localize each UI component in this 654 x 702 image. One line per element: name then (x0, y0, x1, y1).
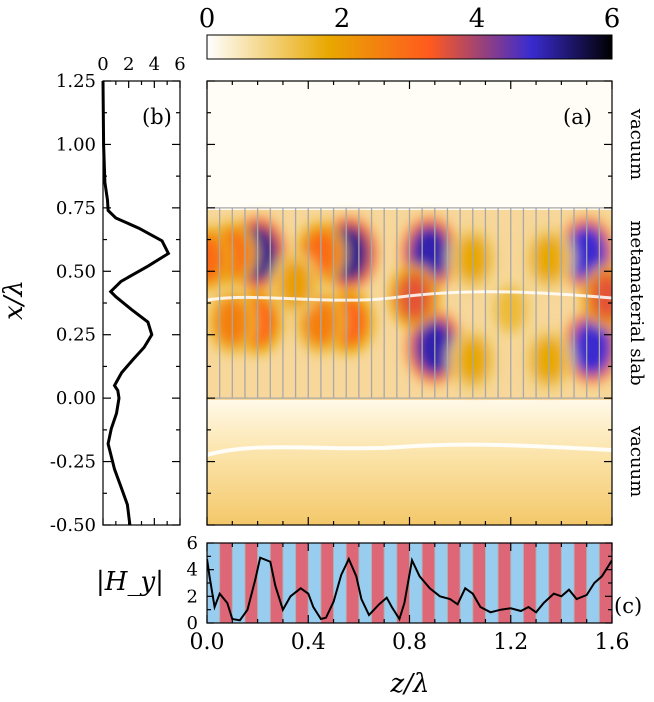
y-tick-label: 0.75 (56, 198, 96, 219)
region-labels: vacuum metamaterial slab vacuum (626, 108, 647, 497)
layer-stripe (270, 543, 284, 623)
layer-stripe (498, 543, 512, 623)
hotspot (571, 319, 612, 376)
hy-axis-title: |H_y| (96, 567, 164, 597)
layer-stripe (561, 543, 575, 623)
colorbar-tick-label: 2 (334, 4, 351, 34)
layer-stripe (257, 543, 271, 623)
layer-stripe (295, 543, 309, 623)
layer-stripe (384, 543, 398, 623)
layer-stripe (396, 543, 410, 623)
x-tick-label: 0.4 (291, 630, 326, 655)
layer-stripe (599, 543, 612, 623)
c-y-tick-label: 4 (187, 560, 198, 581)
layer-stripe (485, 543, 499, 623)
region-label: vacuum (626, 425, 647, 497)
b-tick-label: 2 (123, 54, 134, 75)
panel-c: 0 2 4 6 (c) |H_y| (96, 533, 642, 634)
layer-stripe (282, 543, 297, 623)
x-axis-title: z/λ (390, 669, 430, 699)
region-label: vacuum (626, 108, 647, 180)
b-tick-label: 6 (174, 54, 185, 75)
layer-stripe (232, 543, 246, 623)
b-tick-label: 4 (149, 54, 160, 75)
layer-stripe (422, 543, 436, 623)
hy-line (207, 556, 612, 622)
region-label: metamaterial slab (626, 220, 647, 385)
panel-a-ticks (206, 80, 613, 526)
layer-stripe (536, 543, 550, 623)
layer-stripe (333, 543, 347, 623)
x-tick-label: 1.6 (595, 630, 630, 655)
profile-line (101, 80, 171, 526)
y-tick-label: -0.25 (50, 452, 96, 473)
y-tick-label: 0.50 (56, 261, 96, 282)
nodal-line-middle (207, 290, 612, 302)
x-tick-label: 1.2 (493, 630, 528, 655)
layer-stripe (409, 543, 423, 623)
y-tick-labels: -0.50 -0.25 0.00 0.25 0.50 0.75 1.00 1.25 (50, 71, 96, 536)
colorbar: 0 2 4 6 (199, 4, 621, 60)
panel-c-ticks: 0 2 4 6 (187, 533, 613, 634)
layer-stripe (523, 543, 537, 623)
b-tick-label: 0 (97, 54, 108, 75)
panel-a-label: (a) (563, 105, 592, 129)
x-tick-labels: 0.0 0.4 0.8 1.2 1.6 (190, 630, 630, 655)
layer-stripe (472, 543, 486, 623)
slab-layer-grid (207, 207, 612, 399)
c-y-tick-label: 6 (187, 533, 198, 554)
y-tick-label: 1.25 (56, 71, 96, 92)
panel-b-frame (102, 80, 181, 526)
panel-a: (a) vacuum metamaterial slab vacuum (206, 80, 647, 526)
layer-stripe (574, 543, 588, 623)
lower-vacuum-field (207, 400, 612, 525)
colorbar-gradient (206, 34, 613, 60)
layer-stripe (320, 543, 335, 623)
colorbar-ticks: 0 2 4 6 (199, 4, 621, 34)
layer-stripe (358, 543, 373, 623)
panel-c-label: (c) (614, 594, 642, 618)
layer-stripes (207, 543, 612, 623)
c-y-tick-label: 2 (187, 586, 198, 607)
layer-stripe (434, 543, 448, 623)
panel-b-label: (b) (142, 105, 172, 129)
y-tick-label: -0.50 (50, 515, 96, 536)
nodal-line-lower (207, 442, 612, 457)
colorbar-tick-label: 6 (604, 4, 621, 34)
layer-stripe (510, 543, 524, 623)
c-y-tick-label: 0 (187, 613, 198, 634)
layer-stripe (219, 543, 233, 623)
x-tick-label: 0.8 (392, 630, 427, 655)
colorbar-tick-label: 0 (199, 4, 216, 34)
x-tick-label: 0.0 (190, 630, 225, 655)
layer-stripe (447, 543, 461, 623)
y-tick-label: 1.00 (56, 134, 96, 155)
y-tick-label: 0.00 (56, 388, 96, 409)
y-axis-title: x/λ (0, 280, 29, 320)
layer-stripe (460, 543, 474, 623)
y-tick-label: 0.25 (56, 325, 96, 346)
colorbar-tick-label: 4 (469, 4, 486, 34)
layer-stripe (548, 543, 562, 623)
